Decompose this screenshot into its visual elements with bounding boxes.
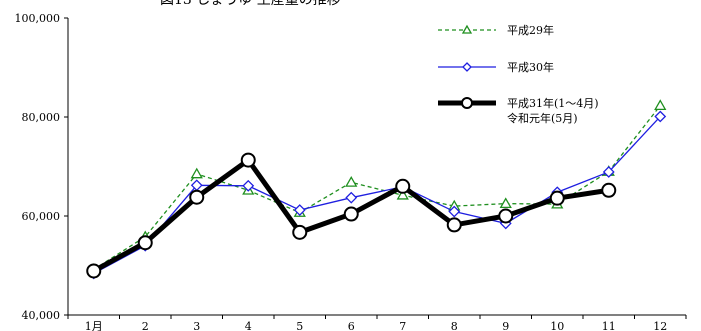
triangle-marker [461, 24, 473, 34]
y-tick-label: 40,000 [22, 309, 61, 322]
legend-label: 平成29年 [507, 23, 554, 37]
circle-marker [240, 152, 256, 168]
triangle-marker [345, 176, 358, 187]
x-tick-label: 8 [451, 320, 458, 331]
series-line [93, 116, 661, 274]
circle-marker [189, 189, 205, 205]
x-tick-label: 5 [296, 320, 303, 331]
series-line [93, 105, 661, 271]
x-tick-label: 2 [142, 320, 149, 331]
triangle-marker [499, 197, 512, 209]
circle-marker [343, 206, 359, 222]
legend-label: 平成31年(1～4月) [507, 96, 599, 110]
triangle-marker [396, 188, 409, 200]
x-tick-label: 10 [550, 320, 564, 331]
x-tick-label: 9 [502, 320, 509, 331]
diamond-marker [293, 204, 306, 216]
x-tick-label: 4 [245, 320, 252, 331]
chart-title: 図13 しょうゆ 生産量の推移 [160, 0, 341, 8]
circle-marker [549, 190, 565, 206]
x-tick-label: 1月 [85, 320, 103, 331]
circle-marker [498, 208, 514, 224]
series-2 [86, 152, 617, 279]
y-tick-label: 60,000 [22, 210, 61, 223]
legend-item-1: 平成30年 [438, 60, 554, 74]
diamond-marker [462, 62, 472, 72]
x-tick-label: 7 [399, 320, 406, 331]
y-tick-label: 80,000 [22, 111, 61, 124]
series-layer [86, 99, 667, 280]
triangle-marker [190, 167, 203, 179]
circle-marker [292, 224, 308, 240]
legend-label: 平成30年 [507, 60, 554, 74]
chart-axes: 40,000 60,000 80,000 100,000 1月 2 3 4 5 6 7 8 9 10 11 1… [15, 12, 687, 331]
diamond-marker [242, 179, 255, 192]
legend-label: 令和元年(5月) [507, 111, 578, 125]
x-tick-label: 12 [653, 320, 667, 331]
legend-item-0: 平成29年 [438, 23, 554, 37]
diamond-marker [602, 166, 615, 178]
circle-marker [137, 235, 153, 251]
series-0 [87, 99, 667, 274]
diamond-marker [654, 110, 667, 123]
y-tick-label: 100,000 [15, 12, 61, 25]
circle-marker [86, 263, 102, 279]
circle-marker [395, 178, 411, 194]
triangle-marker [654, 99, 667, 111]
diamond-marker [345, 191, 358, 204]
x-tick-label: 6 [348, 320, 355, 331]
circle-marker [461, 97, 473, 109]
circle-marker [446, 217, 462, 233]
x-tick-label: 11 [602, 320, 616, 331]
x-tick-label: 3 [193, 320, 200, 331]
legend-item-2: 平成31年(1～4月)令和元年(5月) [438, 96, 599, 125]
circle-marker [601, 182, 617, 198]
diamond-marker [448, 205, 461, 218]
